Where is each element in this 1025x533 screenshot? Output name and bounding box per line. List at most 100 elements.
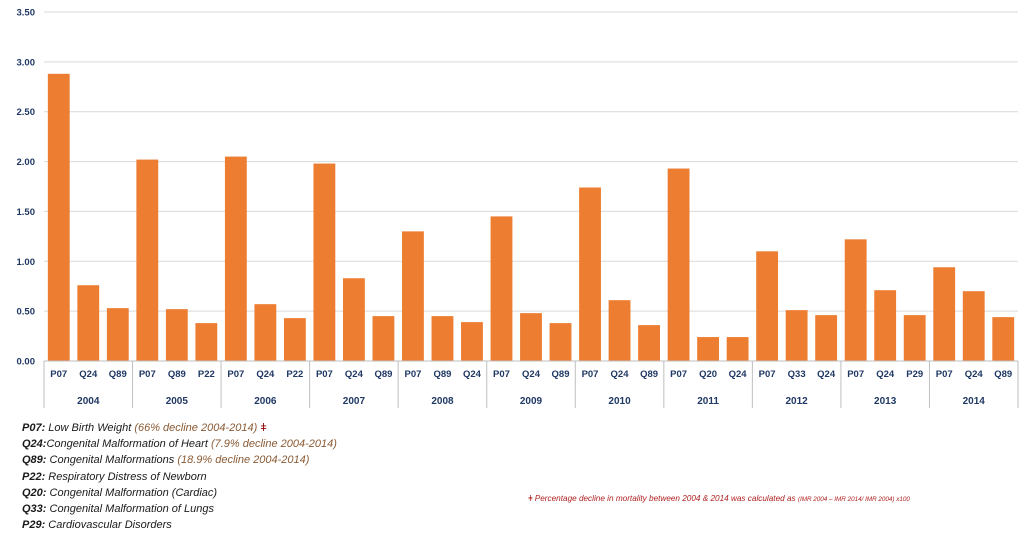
x-tick-label: P07 [582, 369, 599, 380]
year-label: 2005 [166, 396, 189, 407]
bar [579, 187, 601, 361]
bar [608, 300, 631, 361]
bar [165, 309, 188, 361]
x-tick-label: P07 [670, 369, 687, 380]
year-label: 2009 [520, 396, 543, 407]
x-tick-label: P07 [404, 369, 421, 380]
legend-item-p22: P22: Respiratory Distress of Newborn [22, 470, 207, 483]
bar [638, 325, 660, 361]
x-tick-label: Q24 [79, 369, 98, 380]
bar [431, 316, 454, 361]
y-tick-label: 1.00 [17, 257, 36, 268]
bar [726, 337, 749, 361]
y-tick-label: 3.50 [17, 8, 36, 19]
bar [667, 168, 690, 361]
year-label: 2010 [608, 396, 631, 407]
bar [283, 318, 306, 361]
y-tick-label: 0.50 [17, 307, 36, 318]
x-axis: P07 Q24 Q89 2004 P07 Q89 P22 2005 P07 Q24 P22 2006 P… [43, 360, 1019, 408]
year-label: 2014 [963, 396, 986, 407]
legend: P07: Low Birth Weight (66% decline 2004-… [22, 420, 337, 533]
bar-chart: 0.00 0.50 1.00 1.50 2.00 2.50 3.00 3.50 P07 Q24 Q… [17, 8, 1019, 408]
x-tick-label: Q24 [256, 369, 275, 380]
bar [342, 278, 365, 361]
legend-item-q89: Q89: Congenital Malformations (18.9% dec… [22, 454, 310, 467]
x-tick-label: P29 [906, 369, 923, 380]
x-tick-label: Q89 [374, 369, 392, 380]
y-tick-label: 3.00 [17, 57, 36, 68]
bars [47, 73, 1015, 361]
year-label: 2004 [77, 396, 100, 407]
bar [992, 317, 1015, 361]
bar [254, 304, 277, 361]
gridlines [44, 11, 1018, 362]
x-tick-label: Q24 [345, 369, 364, 380]
bar [490, 216, 513, 361]
bar [77, 285, 100, 361]
x-tick-label: Q89 [640, 369, 658, 380]
y-tick-label: 0.00 [17, 357, 36, 368]
bar [962, 291, 985, 361]
x-tick-label: P07 [493, 369, 510, 380]
x-tick-label: Q24 [965, 369, 984, 380]
year-label: 2013 [874, 396, 897, 407]
bar [195, 323, 218, 361]
bar [756, 251, 779, 361]
y-tick-label: 2.50 [17, 107, 36, 118]
x-tick-label: P07 [759, 369, 776, 380]
y-axis-tick-labels: 0.00 0.50 1.00 1.50 2.00 2.50 3.00 3.50 [17, 8, 36, 368]
bar [844, 239, 867, 361]
bar [815, 315, 838, 361]
year-label: 2011 [697, 396, 719, 407]
x-tick-label: Q24 [611, 369, 630, 380]
bar [874, 290, 897, 361]
x-tick-label: P07 [936, 369, 953, 380]
bar [47, 73, 70, 361]
bar [402, 231, 424, 361]
y-tick-label: 1.50 [17, 207, 36, 218]
year-label: 2008 [431, 396, 454, 407]
x-tick-label: Q20 [699, 369, 717, 380]
x-tick-label: Q89 [168, 369, 186, 380]
x-tick-label: P07 [50, 369, 67, 380]
x-tick-label: Q89 [552, 369, 570, 380]
bar [697, 337, 720, 361]
footnote-text: Percentage decline in mortality between … [534, 494, 798, 503]
x-tick-label: Q89 [109, 369, 127, 380]
x-tick-label: Q33 [788, 369, 806, 380]
y-tick-label: 2.00 [17, 157, 36, 168]
legend-item-p07: P07: Low Birth Weight (66% decline 2004-… [22, 422, 267, 434]
bar [136, 159, 159, 361]
year-label: 2007 [343, 396, 366, 407]
x-tick-label: P07 [139, 369, 156, 380]
legend-item-q20: Q20: Congenital Malformation (Cardiac) [22, 486, 218, 499]
legend-item-q24: Q24:Congenital Malformation of Heart (7.… [22, 438, 337, 451]
footnote-formula: (IMR 2004 – IMR 2014/ IMR 2004) x100 [797, 496, 910, 503]
footnote: ǂ Percentage decline in mortality between… [528, 494, 910, 503]
bar [933, 267, 956, 361]
x-tick-label: Q24 [876, 369, 895, 380]
x-tick-label: P22 [198, 369, 215, 380]
x-tick-label: Q24 [817, 369, 836, 380]
x-tick-label: P07 [316, 369, 333, 380]
bar [785, 310, 808, 361]
x-tick-label: P22 [286, 369, 303, 380]
legend-item-p29: P29: Cardiovascular Disorders [22, 519, 172, 532]
bar [461, 322, 483, 361]
legend-item-q33: Q33: Congenital Malformation of Lungs [22, 503, 215, 516]
bar [903, 315, 926, 361]
x-tick-label: Q89 [433, 369, 451, 380]
bar [224, 156, 247, 361]
x-tick-label: Q24 [522, 369, 541, 380]
year-label: 2012 [786, 396, 809, 407]
bar [549, 323, 572, 361]
x-tick-label: P07 [227, 369, 244, 380]
year-label: 2006 [254, 396, 277, 407]
x-tick-label: Q24 [463, 369, 482, 380]
bar [372, 316, 395, 361]
x-tick-label: Q24 [729, 369, 748, 380]
bar [313, 163, 336, 361]
x-tick-label: Q89 [994, 369, 1012, 380]
footnote-mark: ǂ [528, 494, 533, 503]
bar [520, 313, 542, 361]
